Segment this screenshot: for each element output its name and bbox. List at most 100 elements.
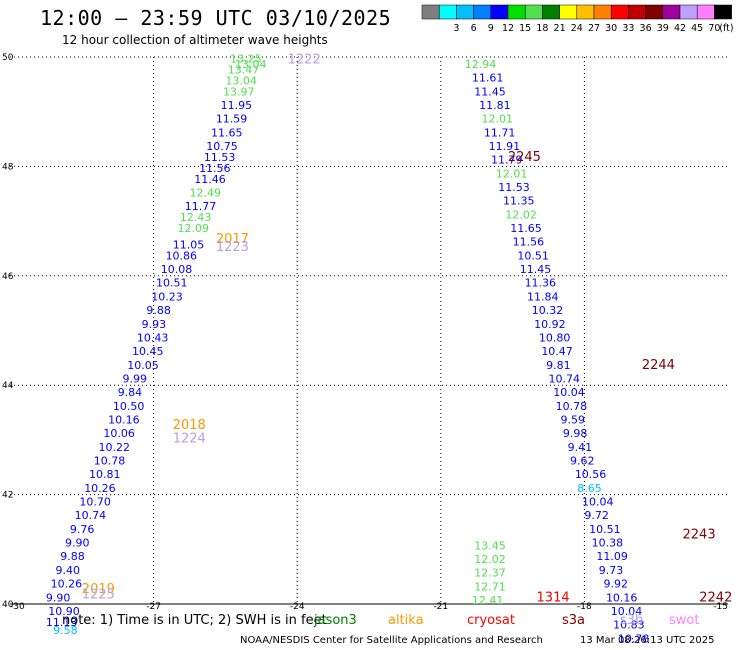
wave-height-value: 10.04: [553, 386, 585, 399]
colorbar-tick-label: 33: [622, 23, 634, 34]
x-tick-label: -24: [290, 602, 305, 612]
wave-height-value: 10.51: [156, 277, 188, 290]
pass-time-label: 1224: [173, 432, 206, 447]
wave-height-value: 9.81: [546, 359, 571, 372]
wave-height-value: 11.81: [479, 99, 511, 112]
wave-height-value: 10.16: [108, 413, 140, 426]
legend-satellite-jason3: jason3: [314, 613, 357, 628]
wave-height-value: 9.76: [70, 523, 95, 536]
x-tick-label: -15: [713, 602, 728, 612]
wave-height-value: 12.02: [474, 553, 506, 566]
wave-height-value: 11.36: [525, 277, 557, 290]
pass-time-label: 2017: [216, 232, 249, 247]
wave-height-value: 9.98: [563, 427, 588, 440]
y-tick-label: 42: [2, 491, 13, 501]
x-tick-label: -27: [146, 602, 161, 612]
wave-height-value: 9.84: [118, 386, 143, 399]
wave-height-value: 13.45: [474, 539, 506, 552]
wave-height-value: 10.04: [611, 605, 643, 618]
wave-height-value: 10.45: [132, 345, 164, 358]
wave-height-value: 12.01: [496, 167, 528, 180]
pass-time-label: 1225: [82, 588, 115, 603]
colorbar-tick-label: 30: [605, 23, 617, 34]
y-tick-label: 40: [2, 600, 14, 610]
y-tick-label: 50: [2, 53, 14, 63]
wave-height-value: 10.90: [48, 605, 80, 618]
wave-height-value: 10.50: [113, 400, 145, 413]
colorbar-tick-label: 3: [453, 23, 459, 34]
pass-time-label: 2243: [683, 527, 716, 542]
colorbar-swatch: [714, 4, 732, 20]
wave-height-value: 12.49: [190, 186, 222, 199]
wave-height-value: 10.43: [137, 331, 169, 344]
wave-height-value: 9.88: [60, 550, 84, 563]
wave-height-value: 9.90: [65, 537, 90, 550]
y-tick-label: 48: [2, 162, 14, 172]
wave-height-value: 10.74: [75, 509, 107, 522]
wave-height-value: 11.61: [472, 72, 504, 85]
wave-height-value: 10.05: [127, 359, 159, 372]
wave-height-value: 11.79: [491, 154, 523, 167]
colorbar-tick-label: 18: [536, 23, 548, 34]
wave-height-value: 10.38: [592, 537, 624, 550]
colorbar-tick-label: 12: [502, 23, 514, 34]
colorbar-tick-label: 70: [708, 23, 720, 34]
y-tick-label: 46: [2, 272, 14, 282]
pass-time-label: 1314: [537, 590, 570, 605]
wave-height-value: 9.72: [584, 509, 609, 522]
wave-height-value: 10.26: [84, 482, 116, 495]
wave-height-value: 10.47: [541, 345, 573, 358]
wave-height-value: 9.73: [599, 564, 624, 577]
wave-height-value: 10.81: [89, 468, 121, 481]
wave-height-value: 9.92: [604, 578, 629, 591]
page-subtitle: 12 hour collection of altimeter wave hei…: [62, 33, 328, 47]
wave-height-value: 10.04: [582, 496, 614, 509]
wave-height-value: 13.04: [225, 74, 257, 87]
pass-time-label: 2018: [173, 418, 206, 433]
wave-height-value: 11.13: [46, 616, 78, 629]
wave-height-value: 13.47: [228, 63, 260, 76]
wave-height-value: 12.41: [472, 594, 504, 607]
wave-height-value: 10.32: [532, 304, 564, 317]
x-tick-label: -21: [433, 602, 448, 612]
wave-height-value: 10.51: [517, 249, 549, 262]
wave-height-value: 9.88: [146, 304, 171, 317]
pass-time-label: 1222: [288, 53, 321, 68]
wave-height-value: 9.40: [55, 564, 79, 577]
wave-height-value: 12.02: [505, 208, 537, 221]
colorbar-tick-label: 15: [519, 23, 531, 34]
wave-height-value: 10.78: [556, 400, 588, 413]
footer-credit: NOAA/NESDIS Center for Satellite Applica…: [240, 635, 543, 646]
pass-time-label: 1223: [216, 240, 249, 255]
colorbar-tick-label: 6: [471, 23, 477, 34]
colorbar-tick-label: 36: [640, 23, 652, 34]
wave-height-value: 9.58: [53, 624, 78, 637]
legend-satellite-s3a: s3a: [562, 613, 586, 628]
wave-height-value: 11.46: [194, 173, 226, 186]
pass-time-label: 2019: [82, 582, 115, 597]
wave-height-value: 11.71: [484, 126, 516, 139]
wave-height-value: 10.70: [79, 496, 111, 509]
wave-height-value: 10.51: [589, 523, 621, 536]
wave-height-value: 13.04: [235, 58, 267, 71]
wave-height-value: 11.45: [520, 263, 552, 276]
wave-height-value: 11.35: [503, 195, 535, 208]
colorbar-tick-label: 39: [657, 23, 669, 34]
y-tick-label: 44: [2, 381, 14, 391]
legend-satellite-altika: altika: [388, 613, 424, 628]
wave-height-value: 10.23: [151, 290, 183, 303]
page-title: 12:00 – 23:59 UTC 03/10/2025: [40, 6, 392, 30]
wave-height-value: 11.09: [596, 550, 628, 563]
wave-height-value: 10.83: [613, 619, 645, 632]
wave-height-value: 11.84: [527, 290, 559, 303]
wave-height-value: 9.62: [570, 455, 595, 468]
colorbar-tick-label: 45: [691, 23, 703, 34]
wave-height-value: 12.09: [178, 222, 210, 235]
wave-height-value: 12.71: [474, 580, 506, 593]
colorbar-tick-label: 21: [554, 23, 566, 34]
wave-height-value: 8.65: [577, 482, 602, 495]
wave-height-value: 9.90: [46, 591, 71, 604]
wave-height-value: 9.41: [568, 441, 593, 454]
